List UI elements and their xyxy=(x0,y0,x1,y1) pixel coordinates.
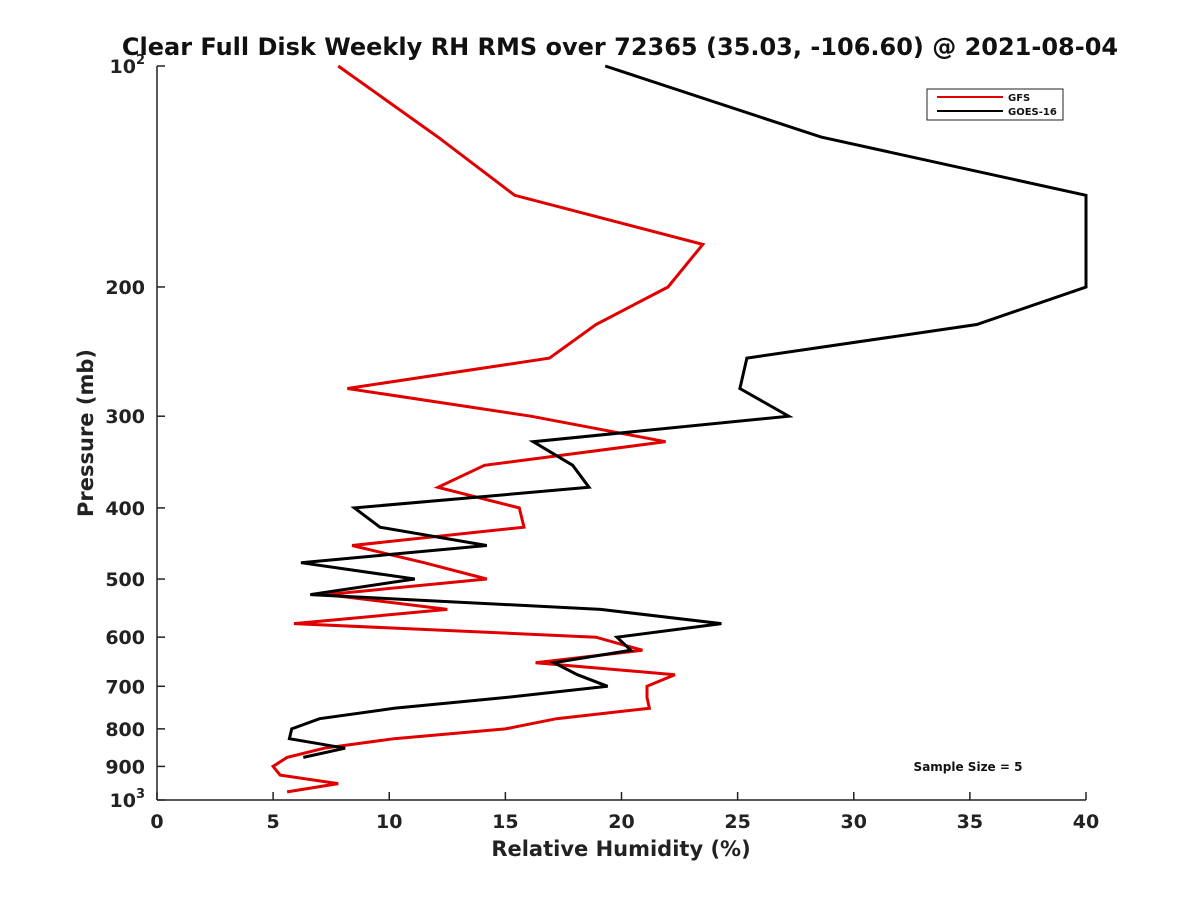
series-layer xyxy=(270,64,1088,794)
series-line-gfs xyxy=(270,64,706,794)
y-tick-label: 102 xyxy=(110,53,146,78)
legend-box xyxy=(926,88,1064,121)
x-tick-label: 30 xyxy=(841,811,867,833)
y-tick-label: 500 xyxy=(105,569,145,591)
x-tick-label: 35 xyxy=(957,811,983,833)
y-tick-label: 600 xyxy=(105,627,145,649)
legend-label-goes16: GOES-16 xyxy=(1008,107,1057,118)
y-tick-label-exponent: 3 xyxy=(136,787,145,802)
y-tick-label: 900 xyxy=(105,756,145,778)
x-tick-label: 25 xyxy=(724,811,750,833)
x-tick-label: 15 xyxy=(492,811,518,833)
x-tick-label: 40 xyxy=(1073,811,1099,833)
x-tick-label: 20 xyxy=(608,811,634,833)
series-line-goes16 xyxy=(287,64,1088,759)
y-tick-label: 300 xyxy=(105,406,145,428)
x-tick-label: 0 xyxy=(150,811,163,833)
y-tick-label-base: 10 xyxy=(110,56,136,78)
x-axis-label: Relative Humidity (%) xyxy=(491,837,750,861)
legend: GFS GOES-16 xyxy=(926,88,1064,121)
x-axis-ticks: 0 5 10 15 20 25 30 35 40 xyxy=(150,792,1099,833)
y-axis-label: Pressure (mb) xyxy=(74,349,98,517)
y-tick-label-base: 10 xyxy=(110,790,136,812)
y-tick-label: 800 xyxy=(105,719,145,741)
x-tick-label: 10 xyxy=(376,811,402,833)
sample-size-annotation: Sample Size = 5 xyxy=(914,760,1023,774)
y-tick-label-exponent: 2 xyxy=(136,53,145,68)
y-tick-label: 200 xyxy=(105,277,145,299)
y-tick-label: 400 xyxy=(105,498,145,520)
y-tick-label: 103 xyxy=(110,787,146,812)
y-tick-label: 700 xyxy=(105,676,145,698)
chart-title: Clear Full Disk Weekly RH RMS over 72365… xyxy=(122,33,1118,61)
legend-label-gfs: GFS xyxy=(1008,93,1030,104)
x-tick-label: 5 xyxy=(267,811,280,833)
